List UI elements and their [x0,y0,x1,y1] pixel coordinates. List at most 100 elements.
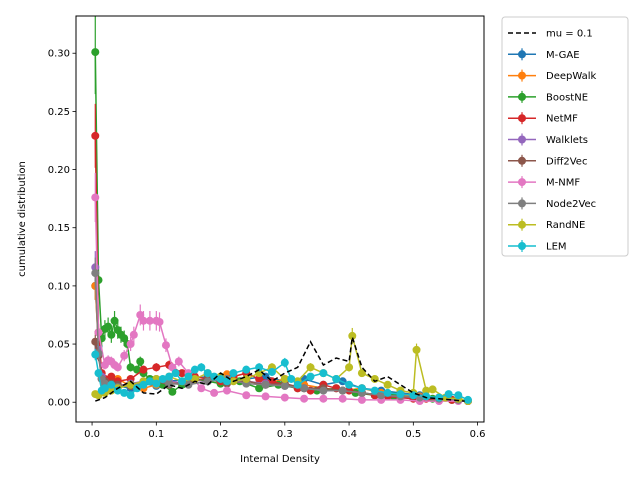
x-tick-label: 0.5 [405,429,421,440]
data-point [139,316,148,325]
data-point [267,367,276,376]
data-point [319,369,328,378]
data-point [120,351,129,360]
data-point [280,393,289,402]
data-point [126,340,135,349]
data-point [280,374,289,383]
data-point [345,380,354,389]
data-point [319,386,328,395]
data-point [435,393,444,402]
data-point [383,380,392,389]
data-point [133,384,142,393]
x-tick-label: 0.2 [213,429,229,440]
data-point [91,350,100,359]
data-point [357,369,366,378]
legend-label: Diff2Vec [546,156,587,167]
legend-label: DeepWalk [546,71,597,82]
data-point [428,385,437,394]
legend-label: BoostNE [546,92,588,103]
data-point [338,394,347,403]
data-point [113,386,122,395]
y-axis-label: cumulative distribution [17,161,28,277]
data-point [422,386,431,395]
data-point [107,372,116,381]
x-axis: 0.0 0.1 0.2 0.3 0.4 0.5 0.6 [84,422,486,440]
data-point [91,193,100,202]
x-tick-label: 0.4 [341,429,357,440]
data-point [210,372,219,381]
data-point [229,369,238,378]
data-point [255,384,264,393]
data-point [357,384,366,393]
legend-marker [518,156,526,165]
y-tick-label: 0.25 [48,107,70,118]
data-point [91,269,100,278]
y-tick-label: 0.30 [48,49,70,60]
data-point [174,357,183,366]
y-tick-label: 0.15 [48,223,70,234]
data-point [136,357,145,366]
data-point [91,48,100,57]
data-point [242,391,251,400]
data-point [120,334,129,343]
data-point [242,365,251,374]
data-point [197,363,206,372]
legend-item-netmf: NetMF [508,112,578,125]
data-point [422,392,431,401]
data-point [171,369,180,378]
data-point [136,310,145,319]
data-point [120,388,129,397]
data-point [255,363,264,372]
data-point [100,384,109,393]
x-tick-label: 0.3 [277,429,293,440]
data-point [178,369,187,378]
data-point [94,328,103,337]
plot-area [91,16,472,406]
x-tick-label: 0.6 [470,429,486,440]
data-point [107,386,116,395]
data-point [306,363,315,372]
legend-item-walklets: Walklets [508,133,588,146]
data-point [332,374,341,383]
legend-marker [518,71,526,80]
data-point [178,377,187,386]
y-tick-label: 0.05 [48,340,70,351]
y-tick-label: 0.00 [48,398,70,409]
legend-item-deepwalk: DeepWalk [508,69,597,82]
data-point [216,374,225,383]
data-point [210,388,219,397]
data-point [94,369,103,378]
x-tick-label: 0.1 [148,429,164,440]
data-point [91,131,100,140]
data-point [412,345,421,354]
data-point [139,380,148,389]
legend-marker [518,114,526,123]
data-point [319,394,328,403]
data-point [454,391,463,400]
legend-label: Walklets [546,135,588,146]
legend-item-lem: LEM [508,240,567,253]
data-point [161,341,170,350]
data-point [197,384,206,393]
data-point [107,380,116,389]
data-point [293,380,302,389]
data-point [463,395,472,404]
data-point [133,365,142,374]
y-tick-label: 0.20 [48,165,70,176]
data-point [345,386,354,395]
data-point [377,391,386,400]
data-point [383,388,392,397]
data-point [145,316,154,325]
legend-marker [518,135,526,144]
legend-marker [518,92,526,101]
data-point [444,390,453,399]
data-point [139,365,148,374]
legend-label: mu = 0.1 [546,29,593,40]
x-tick-label: 0.0 [84,429,100,440]
data-point [396,390,405,399]
data-point [409,391,418,400]
data-point [158,374,167,383]
legend-item-mu-0-1: mu = 0.1 [508,29,593,40]
x-axis-label: Internal Density [240,454,320,465]
